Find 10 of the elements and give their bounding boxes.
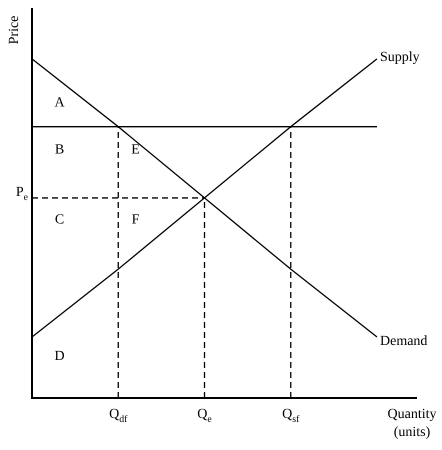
annotation: F [132, 212, 140, 228]
y-axis-title: Price [7, 16, 22, 44]
annotation: D [54, 349, 65, 364]
x-axis-title: Quantity (units) [388, 407, 437, 440]
annotation: E [131, 142, 140, 158]
annotation: B [54, 142, 64, 158]
annotation: A [54, 96, 66, 111]
annotation: C [54, 212, 64, 228]
series-label: Demand [380, 334, 428, 349]
series-label: Supply [380, 50, 420, 65]
